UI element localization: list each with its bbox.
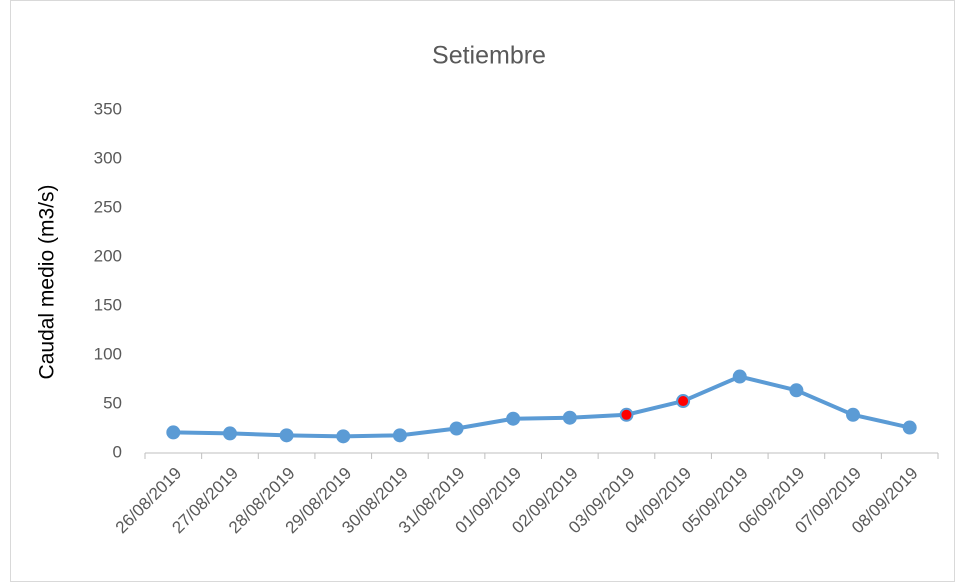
data-point (506, 411, 521, 426)
y-tick-label: 250 (94, 197, 122, 216)
y-tick-label: 300 (94, 148, 122, 167)
data-point (789, 383, 804, 398)
data-point (392, 428, 407, 443)
y-tick-label: 0 (113, 442, 122, 461)
data-point (336, 429, 351, 444)
data-point (279, 428, 294, 443)
y-tick-label: 100 (94, 344, 122, 363)
data-point (166, 425, 181, 440)
y-tick-label: 350 (94, 99, 122, 118)
chart-frame (10, 0, 955, 582)
data-point (902, 420, 917, 435)
data-point (676, 394, 691, 409)
chart-title: Setiembre (432, 42, 546, 70)
data-point (449, 421, 464, 436)
data-line (173, 374, 911, 439)
y-tick-label: 50 (103, 393, 122, 412)
y-axis-label: Caudal medio (m3/s) (36, 185, 59, 380)
data-point (846, 407, 861, 422)
data-point (732, 369, 747, 384)
data-point (562, 410, 577, 425)
data-point (222, 426, 237, 441)
y-tick-label: 150 (94, 295, 122, 314)
data-point (619, 407, 634, 422)
y-tick-label: 200 (94, 246, 122, 265)
